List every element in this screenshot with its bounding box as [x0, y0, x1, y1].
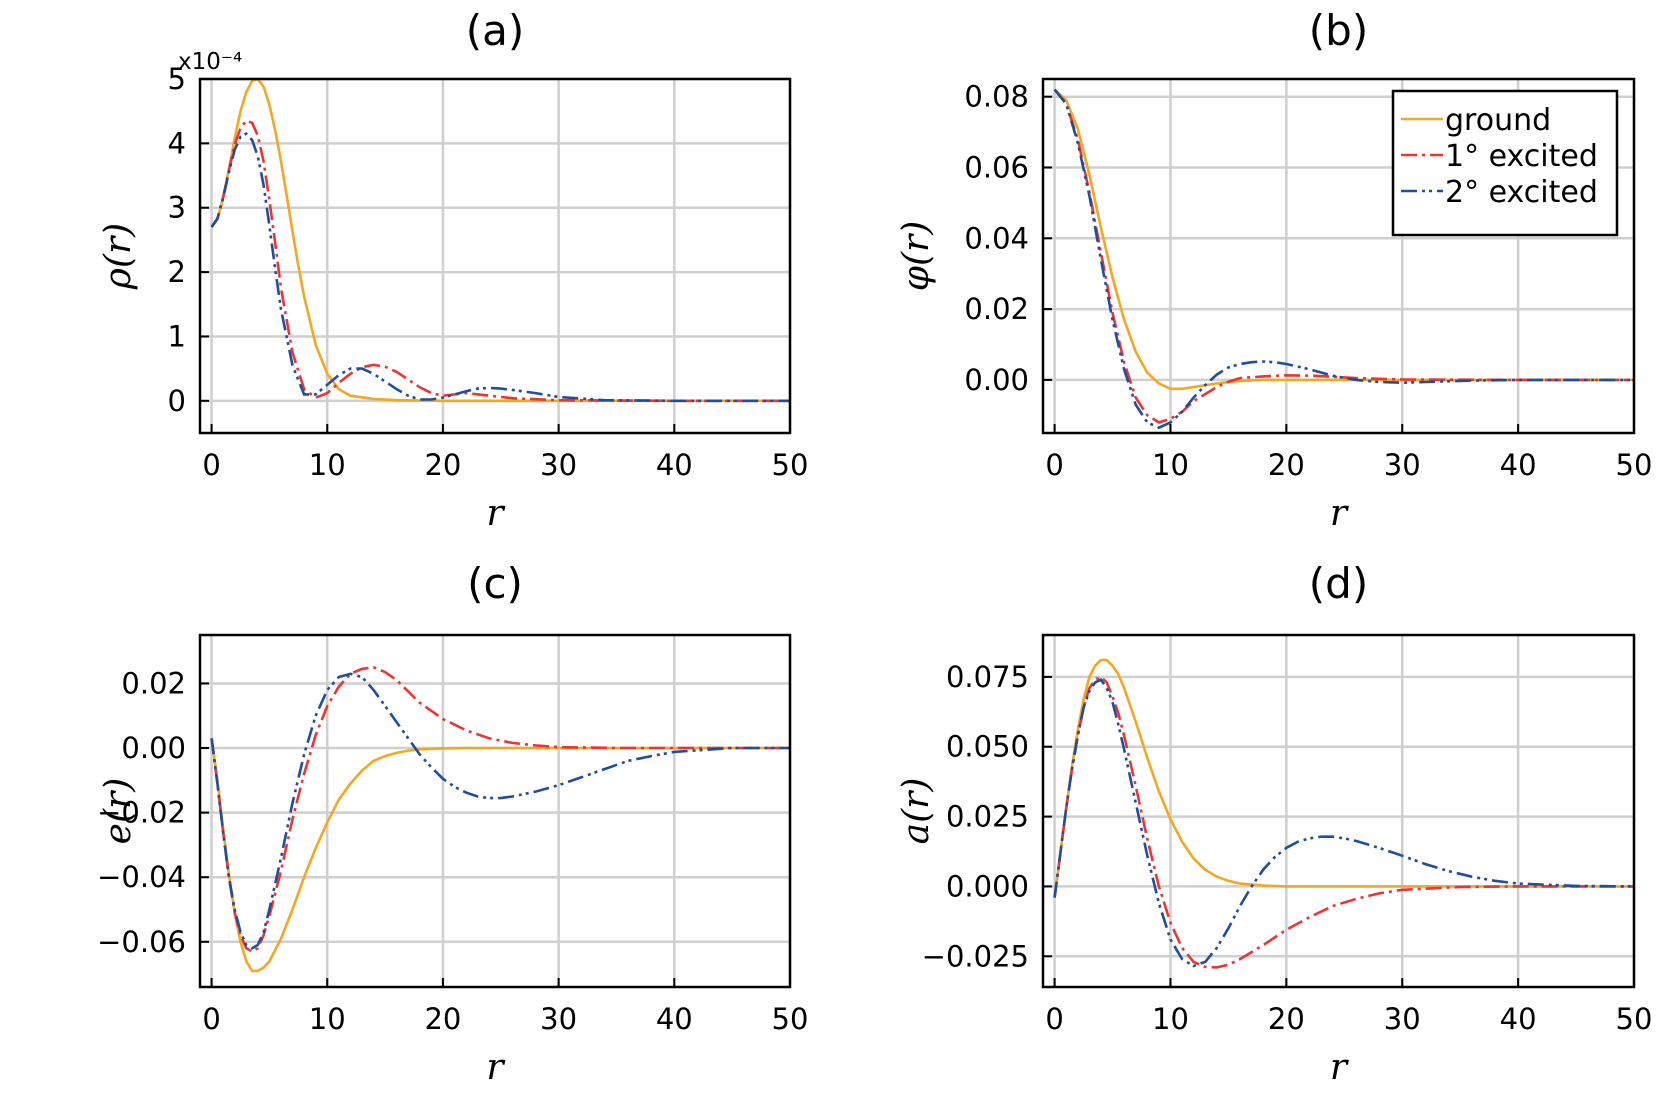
x-tick-label: 30 [1384, 448, 1421, 482]
panel-c: 0 10 20 30 40 50 −0.06 −0.04 −0.02 0.00 0.02 (c) r e(… [97, 559, 808, 1088]
y-multiplier-label: x10⁻⁴ [178, 49, 242, 75]
x-tick-label: 20 [424, 1002, 461, 1036]
x-tick-label: 20 [1268, 1002, 1305, 1036]
y-tick-label: 0.00 [121, 731, 186, 765]
y-tick-label: 0.06 [964, 151, 1029, 185]
series-line-ground [210, 79, 790, 403]
y-tick-label: 5 [168, 62, 186, 96]
x-tick-label: 10 [1152, 448, 1189, 482]
y-tick-label: 0.08 [964, 80, 1029, 114]
plot-frame [198, 77, 792, 435]
y-axis-label: a(r) [896, 778, 937, 845]
y-tick-label: 0.04 [964, 221, 1029, 255]
y-axis-label: φ(r) [896, 221, 937, 292]
plot-frame [1041, 633, 1636, 989]
x-tick-label: 0 [1045, 1002, 1063, 1036]
series-line-1-excited [1053, 675, 1634, 969]
y-tick-label: 0.050 [946, 730, 1029, 764]
legend-label: 2° excited [1445, 175, 1598, 210]
panel-a: 0 10 20 30 40 50 0 1 2 3 4 5 (a) r ρ(r) x10⁻⁴ [98, 6, 808, 534]
legend-label: 1° excited [1445, 139, 1598, 174]
y-axis-label: e(r) [98, 778, 139, 845]
y-tick-label: 0 [168, 384, 186, 418]
x-tick-label: 0 [202, 448, 220, 482]
y-tick-label: −0.025 [922, 939, 1029, 973]
panel-title: (d) [1309, 559, 1368, 608]
panel-title: (c) [467, 559, 523, 608]
series-line-1-excited [210, 119, 790, 403]
x-tick-label: 30 [1384, 1002, 1421, 1036]
series-line-2-excited [210, 132, 790, 403]
x-tick-label: 50 [772, 448, 809, 482]
x-tick-label: 10 [309, 1002, 346, 1036]
x-tick-label: 50 [1616, 1002, 1653, 1036]
y-tick-label: 3 [168, 191, 186, 225]
y-tick-label: 0.075 [946, 660, 1029, 694]
x-tick-label: 20 [424, 448, 461, 482]
x-tick-label: 0 [1045, 448, 1063, 482]
y-axis-label: ρ(r) [98, 223, 139, 290]
plot-frame [1041, 77, 1636, 435]
panel-title: (b) [1309, 6, 1368, 55]
series-line-2-excited [1053, 678, 1634, 968]
x-tick-label: 20 [1268, 448, 1305, 482]
series-line-2-excited [1053, 88, 1634, 430]
y-tick-label: 0.000 [946, 869, 1029, 903]
x-axis-label: r [486, 493, 505, 534]
series-line-ground [1053, 88, 1634, 391]
x-axis-label: r [486, 1047, 505, 1088]
x-tick-label: 40 [1500, 448, 1537, 482]
x-tick-label: 40 [1500, 1002, 1537, 1036]
y-tick-label: −0.02 [97, 796, 186, 830]
legend-box [1391, 89, 1619, 237]
x-tick-label: 40 [656, 1002, 693, 1036]
series-line-2-excited [210, 672, 790, 950]
legend-label: ground [1445, 103, 1551, 138]
x-tick-label: 50 [1616, 448, 1653, 482]
x-tick-label: 40 [656, 448, 693, 482]
plot-frame [198, 633, 792, 989]
x-tick-label: 50 [772, 1002, 809, 1036]
y-tick-label: 0.00 [964, 363, 1029, 397]
series-line-ground [1053, 658, 1634, 898]
y-tick-label: 0.02 [121, 666, 186, 700]
y-tick-label: 1 [168, 319, 186, 353]
y-tick-label: 4 [168, 126, 186, 160]
x-axis-label: r [1330, 1047, 1349, 1088]
y-tick-label: −0.06 [97, 925, 186, 959]
panel-d: 0 10 20 30 40 50 −0.025 0.000 0.025 0.050 0.075 (d)… [896, 559, 1652, 1088]
series-line-1-excited [210, 665, 790, 953]
y-tick-label: −0.04 [97, 860, 186, 894]
y-tick-label: 2 [168, 255, 186, 289]
panel-b: 0 10 20 30 40 50 0.00 0.02 0.04 0.06 0.08 (b) r φ(r) g… [896, 6, 1652, 534]
panel-title: (a) [466, 6, 525, 55]
y-tick-label: 0.025 [946, 800, 1029, 834]
y-tick-label: 0.02 [964, 292, 1029, 326]
series-line-ground [210, 738, 790, 973]
x-tick-label: 10 [309, 448, 346, 482]
x-tick-label: 30 [540, 1002, 577, 1036]
x-tick-label: 10 [1152, 1002, 1189, 1036]
x-axis-label: r [1330, 493, 1349, 534]
x-tick-label: 0 [202, 1002, 220, 1036]
x-tick-label: 30 [540, 448, 577, 482]
